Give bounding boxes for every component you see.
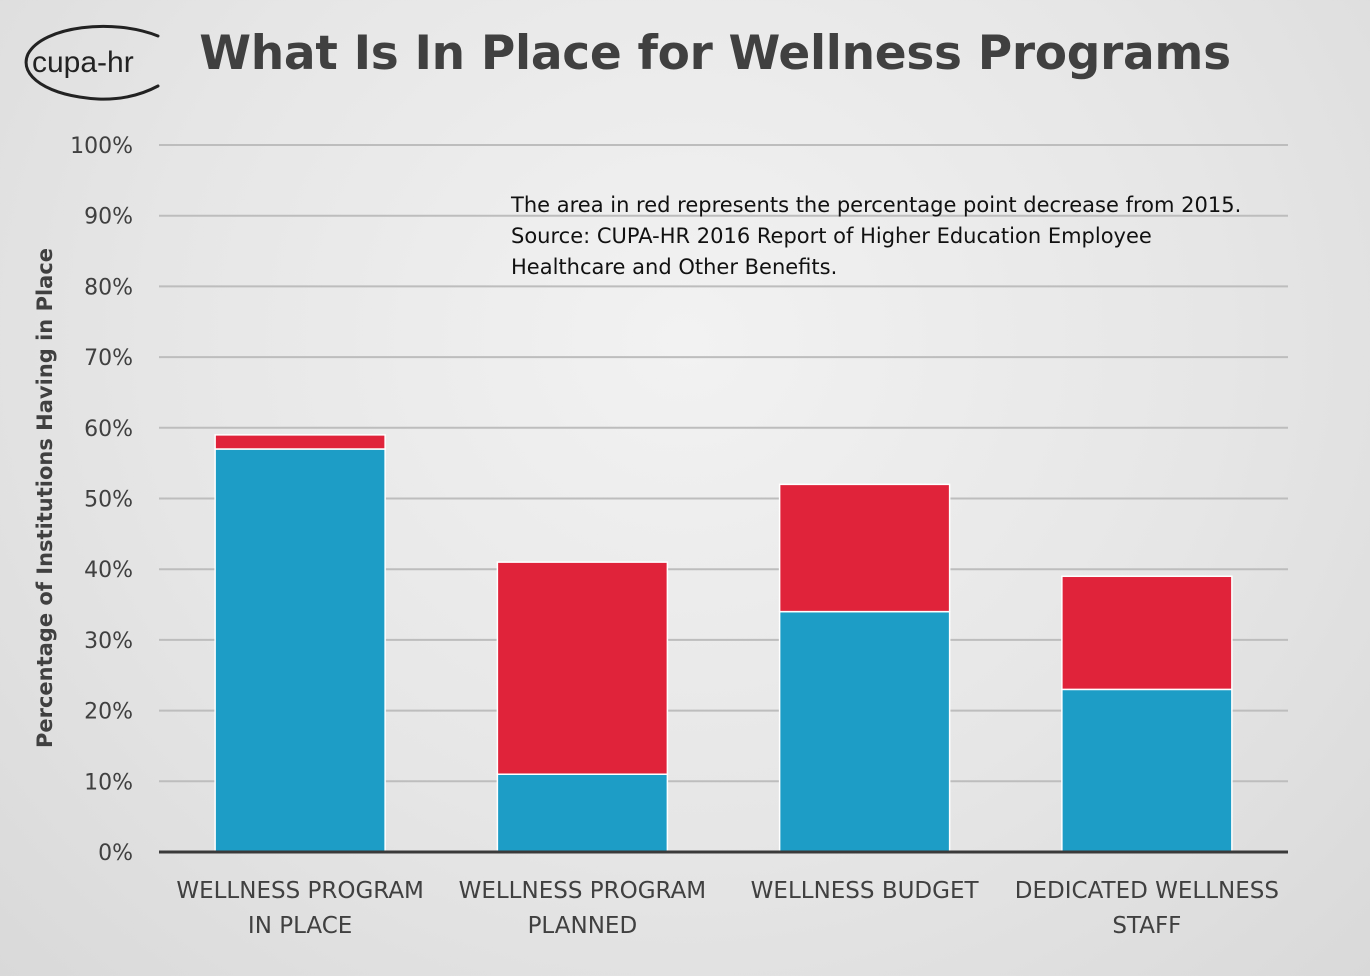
y-tick-label: 50% [84, 488, 133, 513]
bar-current-segment [1061, 688, 1233, 853]
y-tick-label: 0% [98, 841, 133, 866]
bar-decrease-segment [1061, 575, 1233, 691]
annotation-line: Source: CUPA-HR 2016 Report of Higher Ed… [511, 224, 1152, 248]
cupa-hr-logo-graphic: cupa-hr [24, 24, 160, 101]
y-tick-label: 10% [84, 770, 133, 795]
annotation-line: The area in red represents the percentag… [511, 193, 1242, 217]
x-tick-label: IN PLACE [248, 913, 352, 939]
bar-decrease-segment [778, 483, 951, 613]
bar-current-segment [496, 773, 669, 853]
x-tick-label: WELLNESS BUDGET [751, 878, 980, 904]
x-tick-label: STAFF [1112, 913, 1181, 939]
y-tick-label: 60% [84, 417, 133, 442]
chart-title: What Is In Place for Wellness Programs [199, 26, 1231, 81]
y-axis-label: Percentage of Institutions Having in Pla… [33, 247, 57, 749]
y-tick-label: 90% [84, 205, 133, 230]
y-tick-label: 70% [84, 346, 133, 371]
y-tick-label: 100% [70, 134, 133, 159]
cupa-hr-logo: cupa-hr [18, 20, 178, 104]
logo-text: cupa-hr [32, 46, 134, 79]
bar-current-segment [778, 610, 951, 853]
y-tick-label: 80% [84, 275, 133, 300]
x-tick-label: PLANNED [528, 913, 638, 939]
annotation-line: Healthcare and Other Benefits. [511, 255, 838, 279]
chart-annotation: The area in red represents the percentag… [511, 190, 1241, 283]
bar-decrease-segment [214, 434, 386, 450]
x-tick-label: WELLNESS PROGRAM [176, 878, 424, 904]
y-tick-label: 20% [84, 700, 133, 725]
y-tick-label: 40% [84, 558, 133, 583]
x-tick-label: DEDICATED WELLNESS [1015, 878, 1279, 904]
bar-decrease-segment [496, 561, 669, 775]
y-tick-label: 30% [84, 629, 133, 654]
x-tick-label: WELLNESS PROGRAM [459, 878, 707, 904]
bar-current-segment [214, 448, 386, 853]
